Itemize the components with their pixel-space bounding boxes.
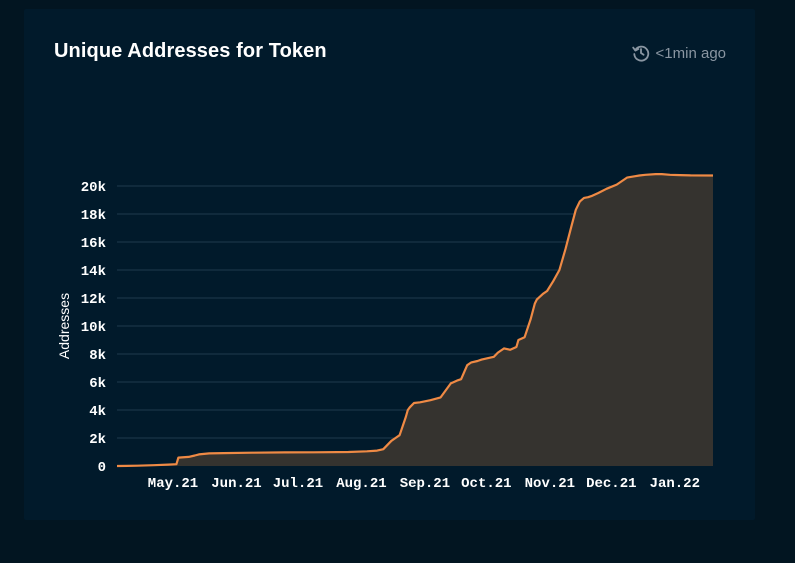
x-tick-label: Jun.21 [211, 476, 261, 492]
y-tick-label: 0 [98, 460, 106, 476]
series-line [116, 173, 714, 468]
last-updated[interactable]: <1min ago [631, 44, 726, 62]
area-fill [117, 174, 713, 466]
y-tick-label: 18k [81, 208, 106, 224]
y-tick-label: 10k [81, 320, 106, 336]
y-axis-ticks: 0 2k 4k 6k 8k 10k 12k 14k 16k 18k 20k [81, 180, 106, 476]
y-tick-label: 4k [89, 404, 106, 420]
y-tick-label: 16k [81, 236, 106, 252]
x-tick-label: Jul.21 [273, 476, 323, 492]
y-tick-label: 2k [89, 432, 106, 448]
x-tick-label: Nov.21 [525, 476, 575, 492]
x-tick-label: Dec.21 [586, 476, 636, 492]
x-axis-ticks: May.21 Jun.21 Jul.21 Aug.21 Sep.21 Oct.21 Nov.… [148, 476, 700, 492]
y-tick-label: 20k [81, 180, 106, 196]
x-tick-label: Aug.21 [336, 476, 386, 492]
y-tick-label: 14k [81, 264, 106, 280]
last-updated-text: <1min ago [655, 44, 726, 62]
x-tick-label: May.21 [148, 476, 198, 492]
clock-refresh-icon [631, 45, 649, 62]
y-axis-label: Addresses [56, 293, 72, 359]
x-tick-label: Oct.21 [461, 476, 511, 492]
chart-title: Unique Addresses for Token [54, 40, 327, 62]
x-tick-label: Sep.21 [400, 476, 450, 492]
y-tick-label: 6k [89, 376, 106, 392]
y-tick-label: 12k [81, 292, 106, 308]
x-tick-label: Jan.22 [650, 476, 700, 492]
y-tick-label: 8k [89, 348, 106, 364]
